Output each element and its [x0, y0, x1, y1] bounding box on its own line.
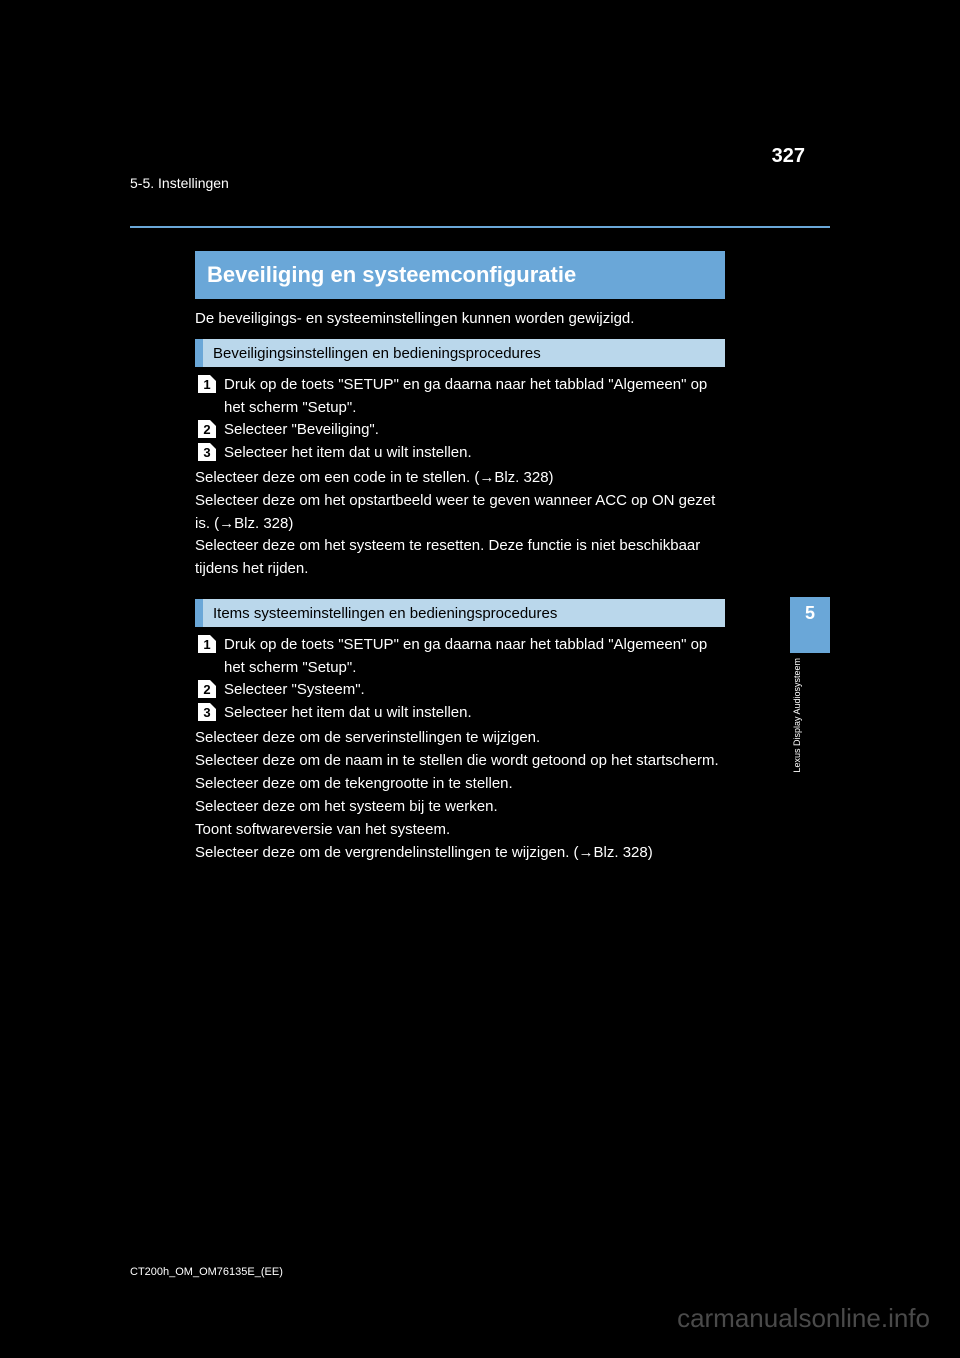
step-text: Selecteer "Beveiliging".: [224, 419, 725, 442]
step-icon-1: 1: [197, 374, 217, 394]
step-text: Selecteer "Systeem".: [224, 679, 725, 702]
step-icon-3: 3: [197, 442, 217, 462]
watermark: carmanualsonline.info: [677, 1303, 930, 1334]
body-line: Selecteer deze om de tekengrootte in te …: [195, 773, 725, 796]
step-icon-2: 2: [197, 419, 217, 439]
intro-text: De beveiligings- en systeeminstellingen …: [195, 310, 634, 327]
step-text: Druk op de toets "SETUP" en ga daarna na…: [224, 634, 725, 679]
body-line: Selecteer deze om een code in te stellen…: [195, 467, 725, 490]
body-line: Selecteer deze om de serverinstellingen …: [195, 727, 725, 750]
step-icon-3: 3: [197, 702, 217, 722]
body-line: Selecteer deze om de naam in te stellen …: [195, 750, 725, 773]
footer-code: CT200h_OM_OM76135E_(EE): [130, 1266, 283, 1278]
body-line: Selecteer deze om het systeem te resette…: [195, 535, 725, 580]
step-text: Selecteer het item dat u wilt instellen.: [224, 442, 725, 465]
chapter-tab-label: Lexus Display Audiosysteem: [792, 658, 828, 773]
chapter-tab: 5: [790, 597, 830, 653]
step-icon-1: 1: [197, 634, 217, 654]
body-line: Selecteer deze om de vergrendelinstellin…: [195, 842, 725, 865]
step-text: Selecteer het item dat u wilt instellen.: [224, 702, 725, 725]
body-line: Toont softwareversie van het systeem.: [195, 819, 725, 842]
section-title: Beveiliging en systeemconfiguratie: [195, 251, 725, 299]
step-text: Druk op de toets "SETUP" en ga daarna na…: [224, 374, 725, 419]
body-line: Selecteer deze om het systeem bij te wer…: [195, 796, 725, 819]
subsection-title-2: Items systeeminstellingen en bedieningsp…: [195, 599, 725, 627]
page-number: 327: [772, 145, 805, 168]
header-rule: [130, 226, 830, 228]
step-icon-2: 2: [197, 679, 217, 699]
body-line: Selecteer deze om het opstartbeeld weer …: [195, 490, 725, 535]
header-breadcrumb: 5-5. Instellingen: [130, 175, 830, 197]
subsection-title-1: Beveiligingsinstellingen en bedieningspr…: [195, 339, 725, 367]
